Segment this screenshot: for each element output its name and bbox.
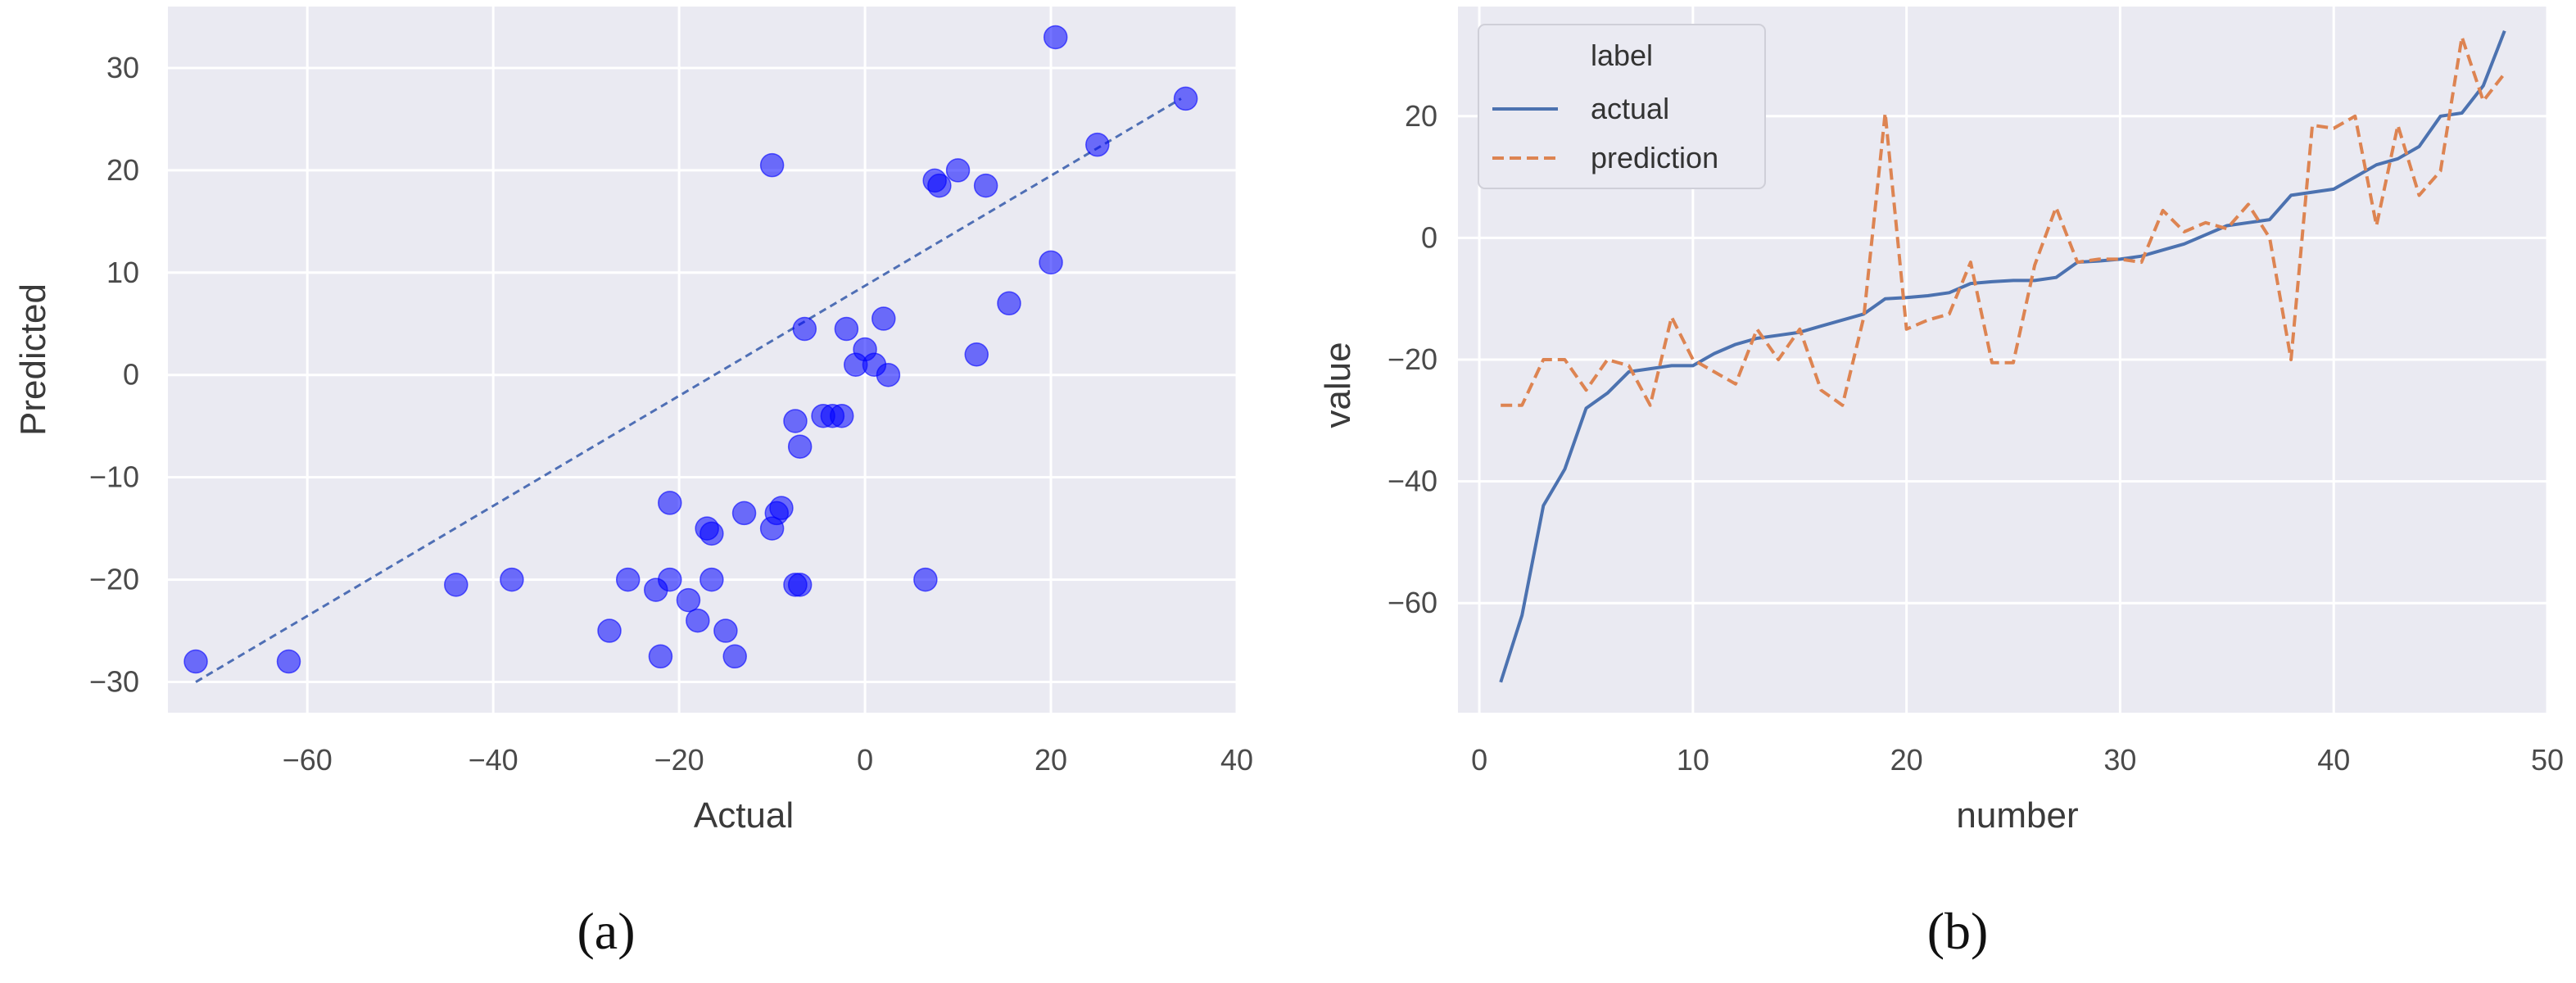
scatter-point — [713, 618, 738, 643]
panel-label-a: (a) — [577, 902, 635, 960]
scatter-plot-area — [168, 7, 1237, 713]
scatter-y-tick-label: −10 — [89, 460, 139, 494]
scatter-y-tick-label: 0 — [123, 358, 139, 392]
scatter-y-tick-labels: −30 −20 −10 0 10 20 30 — [89, 51, 139, 699]
line-gridlines — [1458, 7, 2549, 713]
scatter-point — [722, 644, 747, 669]
scatter-chart-panel: −60 −40 −20 0 20 40 −30 −20 −10 0 10 20 30 Actual P… — [13, 7, 1253, 960]
scatter-x-tick-labels: −60 −40 −20 0 20 40 — [283, 743, 1253, 777]
scatter-point — [731, 501, 757, 526]
scatter-reference-line — [195, 97, 1182, 683]
line-x-tick-label: 40 — [2317, 743, 2350, 777]
scatter-point — [997, 291, 1021, 316]
scatter-x-tick-label: −40 — [469, 743, 518, 777]
scatter-point — [769, 496, 794, 520]
scatter-point — [945, 158, 971, 183]
scatter-y-tick-label: 30 — [106, 51, 139, 84]
line-x-axis-label: number — [1956, 795, 2078, 836]
scatter-point — [686, 608, 710, 633]
line-y-tick-label: −40 — [1388, 464, 1437, 498]
scatter-x-axis-label: Actual — [694, 795, 794, 836]
line-y-tick-label: −20 — [1388, 342, 1437, 376]
scatter-point — [759, 152, 785, 178]
legend-title: label — [1591, 39, 1653, 72]
line-y-axis-label: value — [1318, 342, 1358, 428]
scatter-y-tick-label: 10 — [106, 256, 139, 289]
scatter-point — [834, 316, 859, 342]
line-y-tick-label: −60 — [1388, 586, 1437, 619]
scatter-point — [658, 567, 682, 592]
series-line-actual — [1499, 29, 2506, 683]
scatter-point — [964, 342, 989, 367]
scatter-point — [973, 173, 998, 198]
line-series — [1499, 29, 2506, 683]
scatter-point — [444, 573, 469, 597]
panel-label-b: (b) — [1927, 902, 1989, 960]
legend-label-actual: actual — [1591, 92, 1669, 125]
line-x-tick-label: 0 — [1471, 743, 1487, 777]
scatter-x-tick-label: 40 — [1220, 743, 1253, 777]
legend-box — [1478, 24, 1766, 189]
scatter-point — [1085, 132, 1110, 157]
scatter-point — [829, 403, 854, 428]
line-chart-panel: 0 10 20 30 40 50 −60 −40 −20 0 20 number value (b… — [1318, 7, 2564, 960]
scatter-point — [699, 521, 724, 546]
scatter-point — [183, 649, 208, 674]
series-line-prediction — [1501, 35, 2506, 407]
scatter-x-tick-label: −20 — [654, 743, 704, 777]
scatter-point — [1173, 86, 1198, 111]
line-x-tick-label: 10 — [1677, 743, 1709, 777]
scatter-reference-line-group — [195, 97, 1182, 683]
scatter-point — [597, 618, 622, 643]
line-x-tick-label: 50 — [2531, 743, 2564, 777]
scatter-x-tick-label: 0 — [857, 743, 873, 777]
scatter-point — [876, 362, 901, 387]
line-x-tick-labels: 0 10 20 30 40 50 — [1471, 743, 2564, 777]
scatter-point — [658, 491, 682, 515]
scatter-point — [500, 567, 524, 592]
scatter-point — [276, 649, 301, 674]
scatter-gridlines — [168, 7, 1238, 713]
scatter-point — [676, 587, 701, 613]
scatter-point — [648, 644, 673, 669]
scatter-point — [699, 567, 724, 592]
scatter-point — [913, 567, 938, 592]
scatter-point — [871, 306, 896, 331]
scatter-point — [792, 316, 817, 342]
scatter-point — [787, 434, 813, 459]
scatter-y-tick-label: −20 — [89, 563, 139, 596]
scatter-x-tick-label: −60 — [283, 743, 333, 777]
scatter-x-tick-label: 20 — [1034, 743, 1067, 777]
line-x-tick-label: 20 — [1890, 743, 1923, 777]
scatter-point — [615, 567, 641, 592]
legend-label-prediction: prediction — [1591, 141, 1718, 174]
line-y-tick-labels: −60 −40 −20 0 20 — [1388, 99, 1437, 619]
scatter-points — [183, 25, 1198, 674]
scatter-y-axis-label: Predicted — [13, 283, 53, 436]
line-y-tick-label: 20 — [1405, 99, 1437, 133]
scatter-point — [787, 573, 813, 597]
scatter-point — [783, 409, 808, 433]
line-x-tick-label: 30 — [2103, 743, 2136, 777]
scatter-point — [1043, 25, 1068, 50]
scatter-y-tick-label: −30 — [89, 665, 139, 699]
line-legend: label actual prediction — [1478, 24, 1766, 189]
line-y-tick-label: 0 — [1421, 220, 1437, 254]
scatter-point — [927, 173, 952, 198]
scatter-point — [1039, 250, 1063, 275]
scatter-y-tick-label: 20 — [106, 153, 139, 187]
